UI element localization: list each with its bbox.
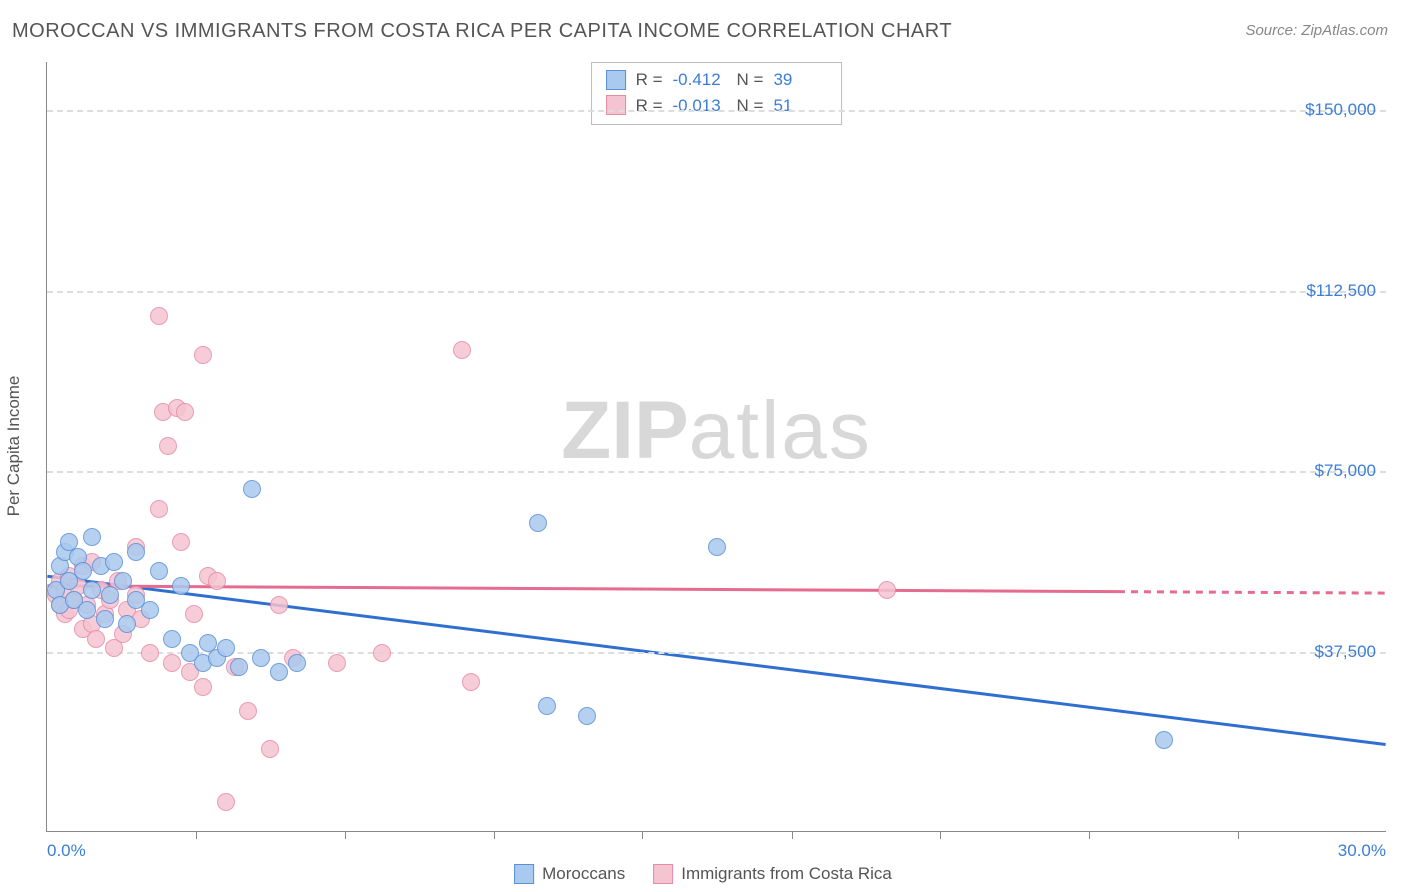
x-tick: [494, 831, 495, 839]
scatter-point: [150, 562, 168, 580]
legend-label: Moroccans: [542, 864, 625, 884]
scatter-point: [288, 654, 306, 672]
y-axis-title: Per Capita Income: [4, 376, 24, 517]
x-tick: [196, 831, 197, 839]
scatter-point: [150, 500, 168, 518]
scatter-point: [243, 480, 261, 498]
y-tick-label: $75,000: [1315, 461, 1376, 481]
stats-r-value: -0.412: [673, 67, 727, 93]
scatter-point: [194, 678, 212, 696]
scatter-point: [83, 528, 101, 546]
scatter-point: [217, 639, 235, 657]
scatter-point: [185, 605, 203, 623]
scatter-point: [163, 654, 181, 672]
scatter-point: [159, 437, 177, 455]
scatter-point: [78, 601, 96, 619]
scatter-point: [529, 514, 547, 532]
stats-n-label: N =: [737, 93, 764, 119]
scatter-point: [453, 341, 471, 359]
scatter-point: [538, 697, 556, 715]
scatter-point: [127, 543, 145, 561]
scatter-point: [1155, 731, 1173, 749]
gridline: [47, 110, 1386, 112]
scatter-point: [105, 553, 123, 571]
source-attribution: Source: ZipAtlas.com: [1245, 22, 1388, 39]
scatter-point: [878, 581, 896, 599]
scatter-point: [172, 577, 190, 595]
scatter-point: [578, 707, 596, 725]
x-axis-end-label: 30.0%: [1338, 841, 1386, 861]
stats-r-label: R =: [636, 67, 663, 93]
chart-title: MOROCCAN VS IMMIGRANTS FROM COSTA RICA P…: [12, 20, 952, 43]
stats-n-value: 51: [773, 93, 827, 119]
y-tick-label: $37,500: [1315, 642, 1376, 662]
x-tick: [1238, 831, 1239, 839]
scatter-point: [194, 346, 212, 364]
y-tick-label: $112,500: [1306, 281, 1376, 301]
scatter-point: [141, 644, 159, 662]
scatter-point: [252, 649, 270, 667]
swatch-icon: [653, 864, 673, 884]
plot-area: ZIPatlas R = -0.412 N = 39 R = -0.013 N …: [46, 62, 1386, 832]
scatter-point: [141, 601, 159, 619]
scatter-point: [230, 658, 248, 676]
scatter-point: [101, 586, 119, 604]
trend-line: [47, 586, 1118, 592]
gridline: [47, 652, 1386, 654]
watermark-bold: ZIP: [561, 385, 689, 476]
stats-r-label: R =: [636, 93, 663, 119]
scatter-point: [261, 740, 279, 758]
scatter-point: [462, 673, 480, 691]
stats-n-label: N =: [737, 67, 764, 93]
scatter-point: [239, 702, 257, 720]
watermark: ZIPatlas: [561, 384, 872, 478]
scatter-point: [217, 793, 235, 811]
gridline: [47, 471, 1386, 473]
scatter-point: [270, 663, 288, 681]
chart-container: MOROCCAN VS IMMIGRANTS FROM COSTA RICA P…: [0, 0, 1406, 892]
scatter-point: [708, 538, 726, 556]
scatter-point: [270, 596, 288, 614]
scatter-point: [114, 572, 132, 590]
x-tick: [1089, 831, 1090, 839]
scatter-point: [176, 403, 194, 421]
scatter-point: [172, 533, 190, 551]
legend-item: Immigrants from Costa Rica: [653, 864, 892, 884]
stats-row: R = -0.013 N = 51: [606, 93, 828, 119]
watermark-light: atlas: [689, 385, 872, 476]
swatch-icon: [514, 864, 534, 884]
scatter-point: [87, 630, 105, 648]
y-tick-label: $150,000: [1305, 100, 1376, 120]
swatch-icon: [606, 95, 626, 115]
legend: Moroccans Immigrants from Costa Rica: [514, 864, 892, 884]
x-tick: [642, 831, 643, 839]
scatter-point: [208, 572, 226, 590]
scatter-point: [74, 562, 92, 580]
scatter-point: [373, 644, 391, 662]
x-tick: [940, 831, 941, 839]
stats-box: R = -0.412 N = 39 R = -0.013 N = 51: [591, 62, 843, 125]
scatter-point: [328, 654, 346, 672]
scatter-point: [150, 307, 168, 325]
legend-item: Moroccans: [514, 864, 625, 884]
swatch-icon: [606, 70, 626, 90]
trend-line-dashed: [1118, 592, 1386, 593]
x-tick: [345, 831, 346, 839]
stats-row: R = -0.412 N = 39: [606, 67, 828, 93]
x-tick: [792, 831, 793, 839]
scatter-point: [96, 610, 114, 628]
stats-n-value: 39: [773, 67, 827, 93]
scatter-point: [83, 581, 101, 599]
scatter-point: [118, 615, 136, 633]
gridline: [47, 291, 1386, 293]
x-axis-start-label: 0.0%: [47, 841, 86, 861]
legend-label: Immigrants from Costa Rica: [681, 864, 892, 884]
scatter-point: [163, 630, 181, 648]
stats-r-value: -0.013: [673, 93, 727, 119]
